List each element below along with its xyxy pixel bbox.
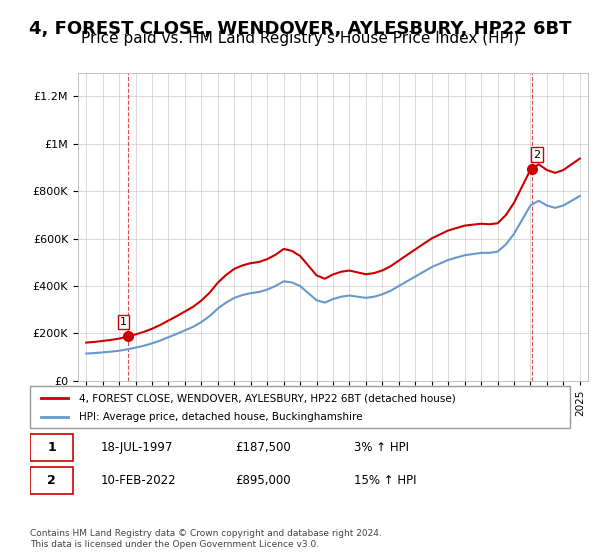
Text: 10-FEB-2022: 10-FEB-2022 bbox=[100, 474, 176, 487]
Text: 4, FOREST CLOSE, WENDOVER, AYLESBURY, HP22 6BT: 4, FOREST CLOSE, WENDOVER, AYLESBURY, HP… bbox=[29, 20, 571, 38]
Text: £187,500: £187,500 bbox=[235, 441, 291, 454]
Text: 1: 1 bbox=[120, 317, 127, 327]
Text: 3% ↑ HPI: 3% ↑ HPI bbox=[354, 441, 409, 454]
Text: 2: 2 bbox=[533, 150, 541, 160]
FancyBboxPatch shape bbox=[30, 467, 73, 494]
Text: 18-JUL-1997: 18-JUL-1997 bbox=[100, 441, 173, 454]
FancyBboxPatch shape bbox=[30, 386, 570, 428]
Text: 4, FOREST CLOSE, WENDOVER, AYLESBURY, HP22 6BT (detached house): 4, FOREST CLOSE, WENDOVER, AYLESBURY, HP… bbox=[79, 393, 455, 403]
Text: £895,000: £895,000 bbox=[235, 474, 291, 487]
Text: 2: 2 bbox=[47, 474, 56, 487]
Text: 15% ↑ HPI: 15% ↑ HPI bbox=[354, 474, 416, 487]
Text: Price paid vs. HM Land Registry's House Price Index (HPI): Price paid vs. HM Land Registry's House … bbox=[81, 31, 519, 46]
Text: HPI: Average price, detached house, Buckinghamshire: HPI: Average price, detached house, Buck… bbox=[79, 412, 362, 422]
Text: Contains HM Land Registry data © Crown copyright and database right 2024.
This d: Contains HM Land Registry data © Crown c… bbox=[30, 529, 382, 549]
Text: 1: 1 bbox=[47, 441, 56, 454]
FancyBboxPatch shape bbox=[30, 435, 73, 461]
